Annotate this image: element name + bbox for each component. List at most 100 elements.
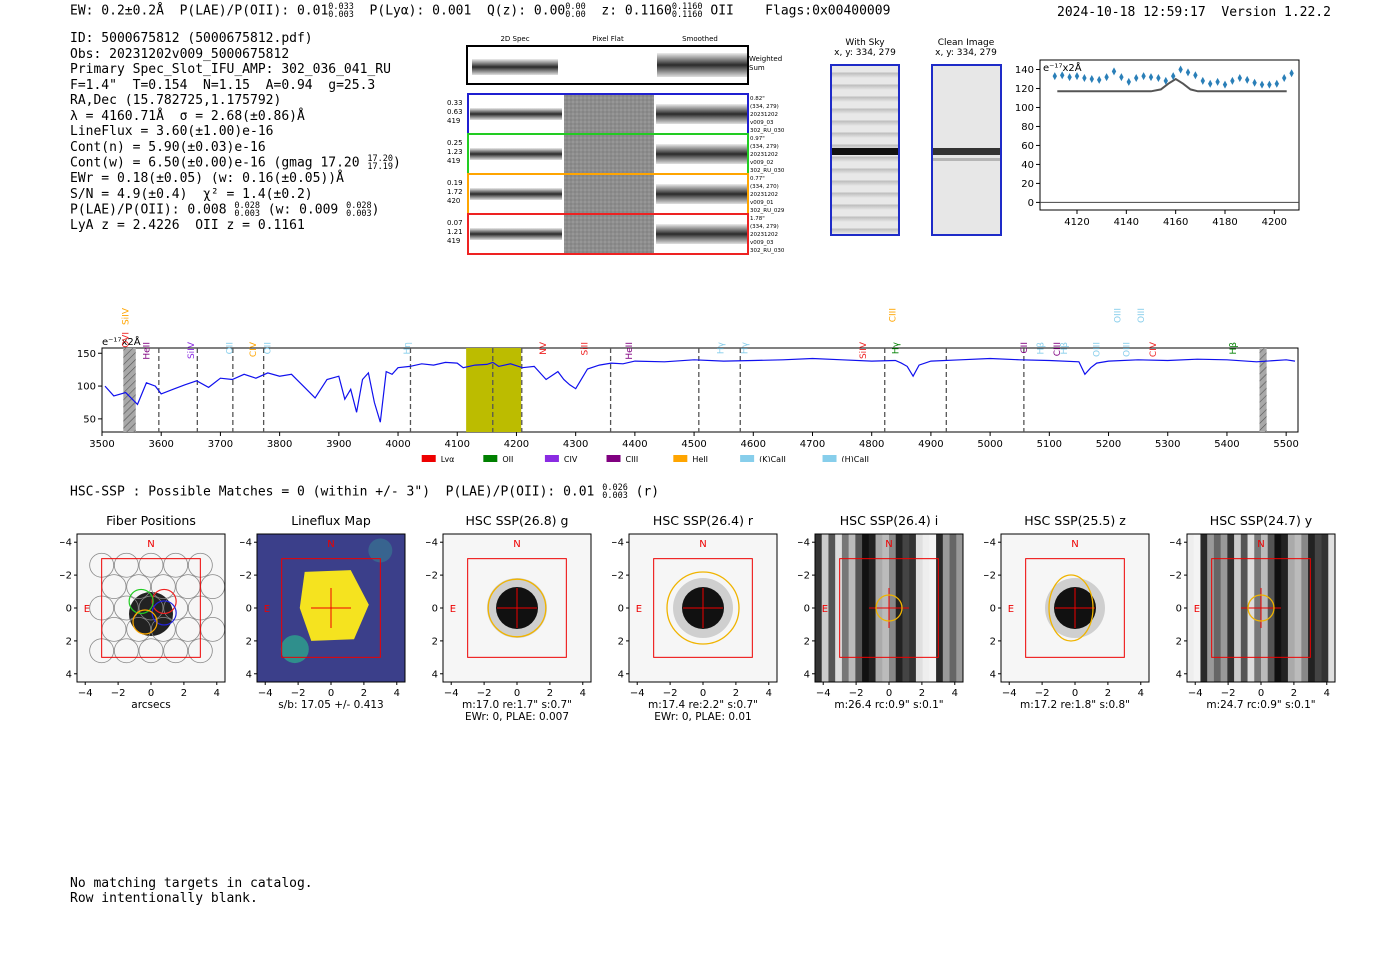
panel-xtick-label: 2 <box>361 688 367 699</box>
zoom-ytick-label: 100 <box>1015 103 1034 114</box>
panel-ytick-label: 2 <box>66 636 72 647</box>
panel-ytick-label: 4 <box>1176 669 1182 680</box>
cutout-meta: 0.97" <box>750 136 765 142</box>
weighted-label: Weighted <box>749 55 782 63</box>
panel-ytick-label: −4 <box>426 538 438 549</box>
image-stripe <box>1187 534 1195 682</box>
panel-caption: EWr: 0, PLAE: 0.01 <box>654 711 751 723</box>
zoom-data-point <box>1119 73 1124 82</box>
spec-xtick-label: 4300 <box>563 439 588 450</box>
panel-xtick-label: 2 <box>181 688 187 699</box>
panel-xtick-label: 0 <box>1072 688 1078 699</box>
detection-id: ID: 5000675812 (5000675812.pdf) <box>70 31 313 46</box>
pixel-flat-1 <box>564 135 654 173</box>
zoom-xtick-label: 4160 <box>1163 217 1188 228</box>
spec-ytick-label: 150 <box>77 349 96 360</box>
fiber-stats: F=1.4" T=0.154 N=1.15 A=0.94 g=25.3 <box>70 77 376 93</box>
emission-line-label: OII <box>225 342 235 354</box>
panel-ytick-label: 4 <box>246 669 252 680</box>
zoom-ytick-label: 140 <box>1015 65 1034 76</box>
panel-xtick-label: 2 <box>733 688 739 699</box>
image-stripe <box>1328 534 1336 682</box>
cutout-stat: 419 <box>447 157 460 165</box>
panel-ytick-label: 2 <box>990 636 996 647</box>
spec-xtick-label: 5000 <box>977 439 1002 450</box>
image-stripe <box>855 534 863 682</box>
fiber-red <box>151 588 177 615</box>
zoom-data-point <box>1259 80 1265 89</box>
fiber-circle <box>138 595 164 621</box>
panel-ytick-label: 2 <box>246 636 252 647</box>
panel-6: HSC SSP(24.7) y N E 4 −4 2 −2 0 0 −2 2 −4 4 m:24.7 rc… <box>1170 513 1336 711</box>
zoom-data-point <box>1185 68 1191 77</box>
image-stripe <box>1200 534 1208 682</box>
fiber-circle <box>163 638 189 664</box>
aperture-box <box>653 558 753 658</box>
emission-line-label: Hβ <box>1036 342 1046 355</box>
image-stripe <box>835 534 843 682</box>
zoom-ytick-label: 0 <box>1028 198 1034 209</box>
zoom-ytick-label: 40 <box>1021 160 1034 171</box>
image-stripe <box>1234 534 1242 682</box>
spec-2d-1 <box>470 148 562 160</box>
ra-dec: RA,Dec (15.782725,1.175792) <box>70 93 282 108</box>
panel-title: HSC SSP(26.4) r <box>653 513 754 528</box>
panel-xtick-label: 0 <box>700 688 706 699</box>
spectrum-line <box>104 357 1296 423</box>
panel-caption: m:24.7 rc:0.9" s:0.1" <box>1206 699 1315 711</box>
observation: Obs: 20231202v009_5000675812 <box>70 46 290 62</box>
legend-swatch <box>606 455 621 462</box>
aperture-box <box>281 558 381 658</box>
emission-line-label: SiIV <box>187 341 197 359</box>
z-range: 0.1160 0.1160 <box>671 2 703 20</box>
image-stripe <box>1193 534 1201 682</box>
image-stripe <box>821 534 829 682</box>
image-stripe <box>1227 534 1235 682</box>
emission-window <box>466 348 522 432</box>
lambda-sigma: λ = 4160.71Å σ = 2.68(±0.86)Å <box>70 108 305 124</box>
source-ellipse <box>875 594 903 622</box>
panel-xtick-label: 0 <box>514 688 520 699</box>
image-stripe <box>862 534 870 682</box>
north-label: N <box>1257 539 1264 550</box>
panel-xtick-label: −4 <box>1002 688 1017 699</box>
pixel-flat-2 <box>564 175 654 213</box>
panel-ytick-label: 0 <box>432 604 438 615</box>
emission-line-label: SiII <box>581 342 591 356</box>
fiber-circle <box>138 638 164 664</box>
cutout-stat: 0.25 <box>447 139 463 147</box>
aperture-box <box>467 558 567 658</box>
panel-xtick-label: −2 <box>1221 688 1236 699</box>
panel-xtick-label: −2 <box>1035 688 1050 699</box>
image-stripe <box>922 534 930 682</box>
cutout-stat: 419 <box>447 117 460 125</box>
panel-ytick-label: −2 <box>798 571 810 582</box>
cutout-meta: 20231202 <box>750 112 778 118</box>
panel-xtick-label: −2 <box>111 688 126 699</box>
panel-title: HSC SSP(26.8) g <box>466 513 569 528</box>
fiber-circle <box>138 552 164 578</box>
legend-label: CIII <box>626 455 639 462</box>
cutout-meta: (334, 279) <box>750 224 779 230</box>
east-label: E <box>636 604 642 615</box>
panel-xtick-label: 2 <box>1105 688 1111 699</box>
panel-xtick-label: −4 <box>78 688 93 699</box>
plae-range: 0.033 0.003 <box>328 2 354 20</box>
fiber-circle <box>150 574 176 600</box>
panel-caption: EWr: 0, PLAE: 0.007 <box>465 711 569 723</box>
legend-label: CIV <box>564 455 578 462</box>
lineflux-blob <box>280 635 309 664</box>
spec-xtick-label: 4100 <box>445 439 470 450</box>
panel-2: HSC SSP(26.8) g N E 4 −4 2 −2 0 0 −2 2 −4 4 m:17.0 re… <box>426 513 592 723</box>
panel-1: Lineflux Map N E 4 −4 2 −2 0 0 −2 2 −4 4 s/b: 17.05 +… <box>240 513 406 711</box>
east-label: E <box>450 604 456 615</box>
zoom-data-point <box>1222 80 1228 89</box>
legend-swatch <box>673 455 688 462</box>
col-header-pixelflat: Pixel Flat <box>592 35 624 43</box>
cutout-stat: 1.23 <box>447 148 463 156</box>
col-header-2dspec: 2D Spec <box>500 35 529 43</box>
cont-n: Cont(n) = 5.90(±0.03)e-16 <box>70 139 266 155</box>
panel-xtick-label: 4 <box>766 688 772 699</box>
emission-line-label: OIII <box>1122 342 1132 357</box>
